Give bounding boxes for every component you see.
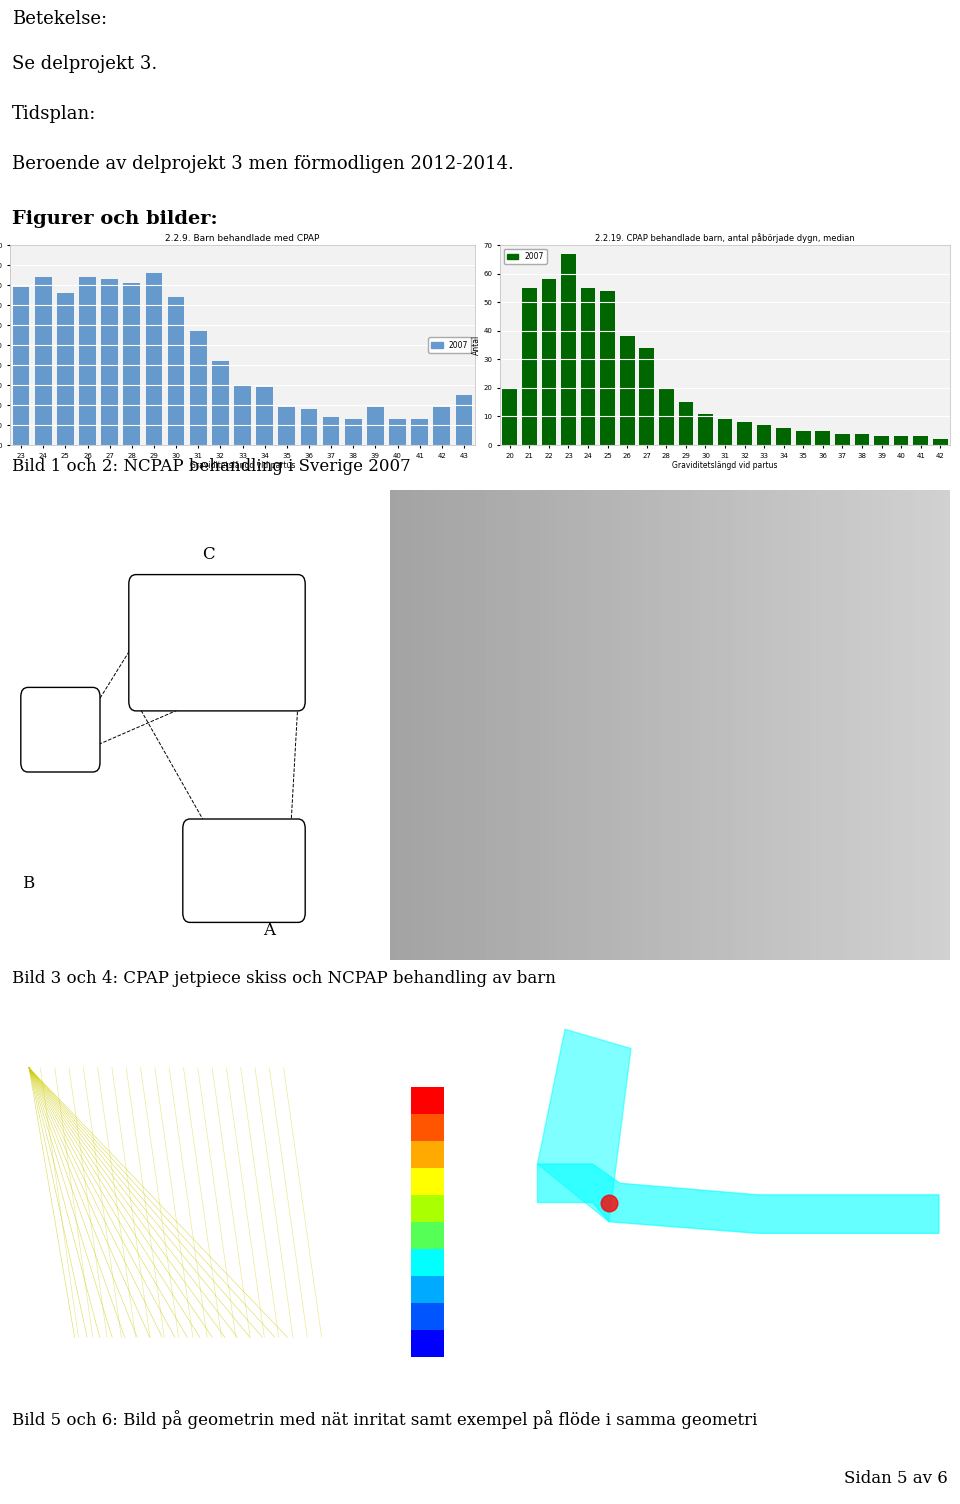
Bar [835,433,850,445]
Text: C: C [202,546,214,564]
X-axis label: Graviditetslängd vid partus: Graviditetslängd vid partus [672,462,778,471]
Text: Bild 3 och 4: CPAP jetpiece skiss och NCPAP behandling av barn: Bild 3 och 4: CPAP jetpiece skiss och NC… [12,970,556,987]
Bar [777,427,791,445]
Text: Sidan 5 av 6: Sidan 5 av 6 [844,1469,948,1487]
Bar [278,408,295,445]
Bar [679,402,693,445]
Text: Bild 5 och 6: Bild på geometrin med nät inritat samt exempel på flöde i samma ge: Bild 5 och 6: Bild på geometrin med nät … [12,1411,757,1429]
Text: A: A [263,922,276,940]
Bar [456,396,472,445]
Bar [146,274,162,445]
Text: Se delprojekt 3.: Se delprojekt 3. [12,56,157,74]
Bar [411,1194,444,1221]
Bar [411,420,428,445]
Bar [57,293,74,445]
Bar [411,1087,444,1114]
Bar [756,426,772,445]
Text: B: B [22,875,35,892]
Bar [913,436,928,445]
Bar [639,347,654,445]
Bar [411,1142,444,1167]
Bar [894,436,908,445]
FancyBboxPatch shape [21,687,100,772]
Text: Tidsplan:: Tidsplan: [12,105,96,123]
Bar [600,290,615,445]
Bar [522,287,537,445]
Bar [190,331,206,445]
Text: Beroende av delprojekt 3 men förmodligen 2012-2014.: Beroende av delprojekt 3 men förmodligen… [12,155,514,173]
Bar [12,287,30,445]
Bar [411,1330,444,1357]
Bar [212,361,228,445]
X-axis label: Graviditetslängd vid partus: Graviditetslängd vid partus [190,462,296,471]
Bar [815,430,830,445]
Text: y
z  x: y z x [29,1354,53,1376]
Bar [737,423,752,445]
Title: 2.2.19. CPAP behandlade barn, antal påbörjade dygn, median: 2.2.19. CPAP behandlade barn, antal påbö… [595,233,854,242]
FancyBboxPatch shape [182,820,305,922]
Bar [79,277,96,445]
Bar [698,414,712,445]
Bar [411,1248,444,1275]
FancyBboxPatch shape [129,575,305,711]
Text: Bild 1 och 2: NCPAP behandling i Sverige 2007: Bild 1 och 2: NCPAP behandling i Sverige… [12,459,411,475]
Bar [345,420,362,445]
Bar [718,420,732,445]
Bar [620,337,635,445]
Bar [562,254,576,445]
Bar [434,408,450,445]
Bar [411,1167,444,1194]
Title: 2.2.9. Barn behandlade med CPAP: 2.2.9. Barn behandlade med CPAP [165,233,320,242]
Bar [168,296,184,445]
Polygon shape [538,1029,631,1221]
Bar [256,387,273,445]
Legend: 2007: 2007 [428,337,471,352]
Bar [541,280,556,445]
Bar [234,385,251,445]
Text: Betekelse:: Betekelse: [12,11,108,29]
Text: Figurer och bilder:: Figurer och bilder: [12,211,218,229]
Bar [854,433,870,445]
Bar [389,420,406,445]
Y-axis label: Antal: Antal [471,335,481,355]
Bar [323,417,340,445]
Bar [124,283,140,445]
Bar [411,1114,444,1142]
Bar [102,280,118,445]
Bar [411,1275,444,1302]
Bar [411,1221,444,1248]
Bar [581,287,595,445]
Polygon shape [538,1164,939,1233]
Bar [35,277,52,445]
Legend: 2007: 2007 [504,248,547,263]
Bar [875,436,889,445]
Bar [411,1302,444,1330]
Bar [300,409,317,445]
Bar [796,430,810,445]
Bar [659,388,674,445]
Bar [933,439,948,445]
Bar [367,408,384,445]
Bar [502,388,517,445]
